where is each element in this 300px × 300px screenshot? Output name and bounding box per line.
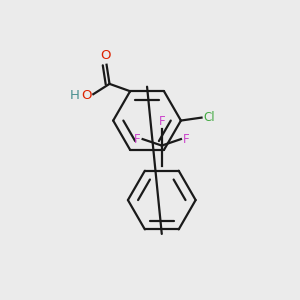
Text: O: O <box>100 49 110 62</box>
Text: F: F <box>183 133 190 146</box>
Text: F: F <box>158 115 165 128</box>
Text: H: H <box>69 88 79 102</box>
Text: Cl: Cl <box>203 111 214 124</box>
Text: O: O <box>81 88 92 102</box>
Text: F: F <box>134 133 140 146</box>
